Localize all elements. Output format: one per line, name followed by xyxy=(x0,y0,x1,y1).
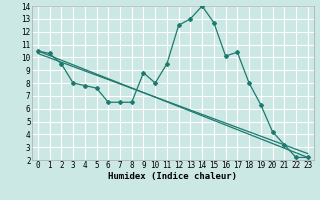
X-axis label: Humidex (Indice chaleur): Humidex (Indice chaleur) xyxy=(108,172,237,181)
